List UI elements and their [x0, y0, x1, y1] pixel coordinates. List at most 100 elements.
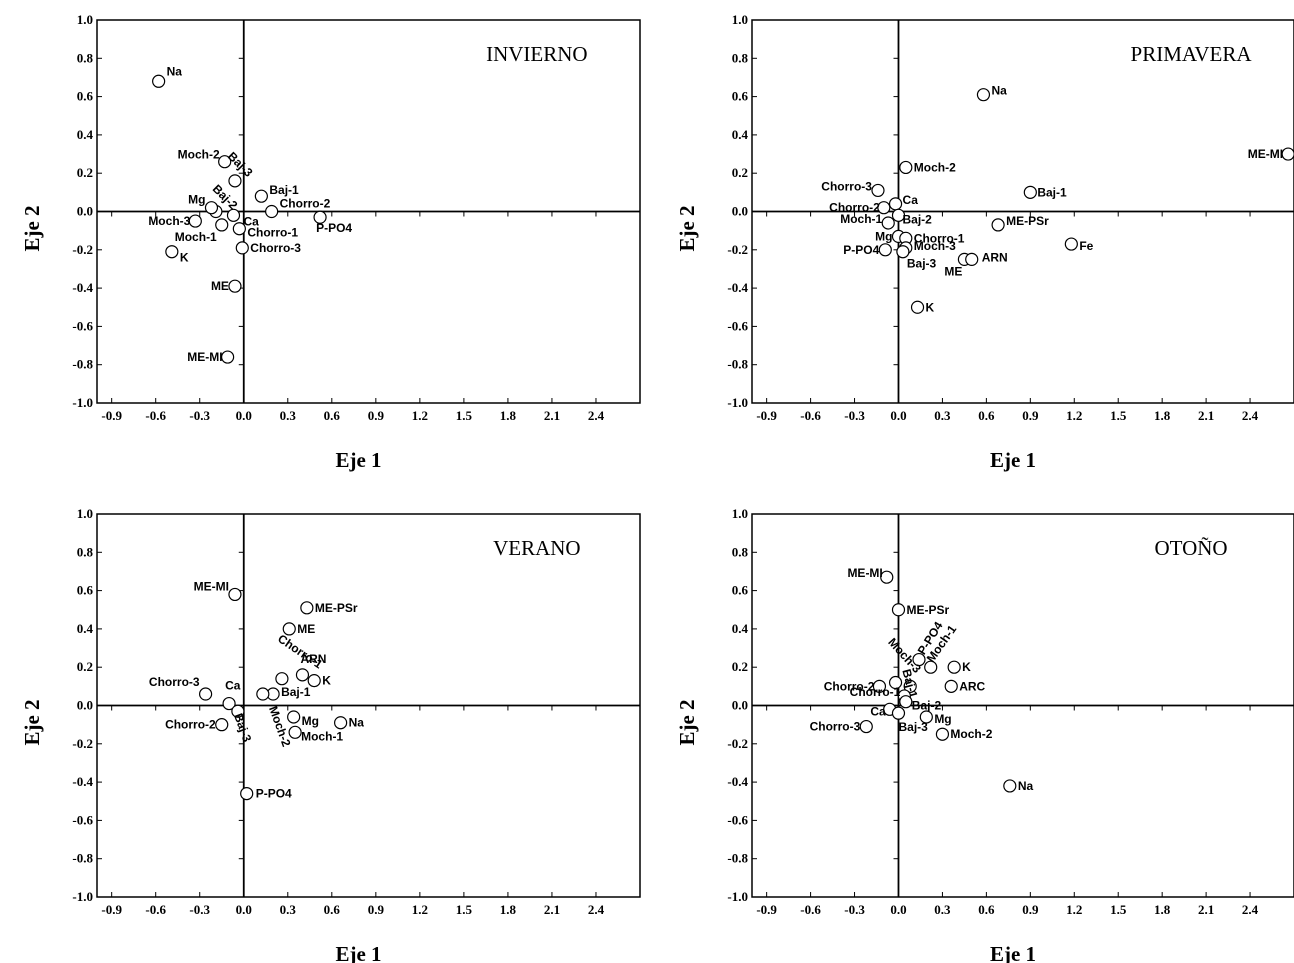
x-tick-label: 0.6 [324, 902, 341, 917]
data-point [871, 183, 885, 198]
y-tick-label: -1.0 [72, 889, 93, 904]
y-tick-label: -0.8 [727, 357, 748, 372]
data-point [924, 660, 938, 674]
x-tick-label: 0.6 [978, 902, 995, 917]
x-tick-label: -0.6 [145, 902, 166, 917]
point-label: K [180, 251, 189, 265]
data-point [295, 668, 310, 682]
x-tick-label: 1.5 [1110, 408, 1127, 423]
point-label: Chorro-3 [810, 720, 861, 734]
data-point [240, 786, 254, 801]
season-title: INVIERNO [486, 42, 587, 66]
point-label: ME-PSr [906, 603, 949, 617]
y-tick-label: -0.6 [727, 318, 748, 333]
data-point [965, 252, 979, 266]
y-tick-label: 0.4 [732, 127, 749, 142]
y-tick-label: 0.6 [77, 89, 94, 104]
data-point [899, 695, 913, 709]
x-tick-label: -0.3 [844, 408, 865, 423]
x-tick-label: 0.0 [236, 408, 252, 423]
x-tick-label: 1.8 [1154, 408, 1171, 423]
point-label: Chorro-1 [914, 231, 965, 245]
data-point [991, 218, 1005, 232]
data-point [256, 687, 270, 701]
point-label: ARC [959, 679, 985, 693]
x-tick-label: 1.8 [500, 408, 517, 423]
x-tick-label: 2.1 [1198, 408, 1214, 423]
point-label: Moch-1 [175, 230, 217, 244]
point-label: P-PO4 [843, 243, 879, 257]
y-tick-label: -0.8 [727, 851, 748, 866]
y-tick-label: -0.2 [72, 242, 93, 257]
point-label: Na [991, 84, 1007, 98]
point-label: Baj-2 [902, 212, 932, 226]
data-point [888, 675, 903, 690]
point-label: Baj-3 [907, 257, 937, 271]
y-tick-label: -0.4 [72, 774, 93, 789]
y-tick-label: 0.6 [77, 583, 94, 598]
data-point [1023, 185, 1037, 199]
data-point [228, 587, 242, 602]
data-point [199, 687, 213, 701]
point-label: P-PO4 [316, 221, 352, 235]
point-label: Ca [225, 679, 241, 693]
y-axis-title: Eje 2 [20, 205, 44, 251]
x-tick-label: 0.9 [368, 408, 385, 423]
season-title: PRIMAVERA [1131, 42, 1253, 66]
point-label: Chorro-1 [247, 226, 298, 240]
data-point [221, 350, 235, 364]
data-point [1281, 147, 1294, 161]
point-label: Mg [934, 712, 951, 726]
x-axis-title: Eje 1 [335, 942, 381, 963]
y-tick-label: 0.8 [732, 50, 749, 65]
data-point [275, 672, 289, 686]
y-tick-label: -1.0 [72, 395, 93, 410]
x-tick-label: 0.3 [280, 408, 297, 423]
point-label: Chorro-2 [280, 197, 331, 211]
point-label: K [962, 660, 971, 674]
x-tick-label: 0.6 [324, 408, 341, 423]
point-label: Moch-3 [914, 239, 956, 253]
data-point [891, 208, 906, 222]
data-point [888, 197, 903, 211]
point-label: Moch-2 [178, 148, 220, 162]
x-tick-label: 2.1 [544, 408, 560, 423]
data-point [287, 710, 301, 724]
y-tick-label: -0.2 [727, 736, 748, 751]
season-title: VERANO [493, 536, 581, 560]
x-tick-label: 1.5 [456, 902, 473, 917]
data-point [215, 718, 229, 732]
data-point [235, 241, 249, 255]
point-label: ME-MI [187, 350, 222, 364]
x-tick-label: 2.4 [1242, 902, 1259, 917]
data-point [919, 710, 933, 724]
x-tick-label: -0.6 [800, 902, 821, 917]
y-tick-label: 0.8 [732, 544, 749, 559]
x-tick-label: 1.5 [456, 408, 473, 423]
point-label: Moch-2 [266, 704, 294, 749]
data-point [1003, 779, 1017, 793]
x-tick-label: 2.1 [1198, 902, 1214, 917]
x-tick-label: 1.5 [1110, 902, 1127, 917]
data-point [282, 622, 296, 636]
point-label: Fe [1079, 239, 1093, 253]
x-axis-title: Eje 1 [335, 448, 381, 472]
point-label: ME [944, 264, 962, 278]
x-tick-label: 2.4 [588, 408, 605, 423]
y-tick-label: 0.0 [77, 698, 93, 713]
point-label: K [322, 674, 331, 688]
data-point [891, 603, 906, 617]
point-label: Na [1018, 779, 1034, 793]
x-tick-label: 2.1 [544, 902, 560, 917]
panel-invierno: -0.9 -0.6 -0.3 0.0 0.3 0.6 0.9 1.2 1.5 1.8 2.1 2.4 1… [20, 12, 641, 472]
panel-verano: -0.9 -0.6 -0.3 0.0 0.3 0.6 0.9 1.2 1.5 1.8 2.1 2.4 1… [20, 506, 641, 963]
y-tick-label: -0.4 [727, 280, 748, 295]
x-tick-label: 0.3 [934, 408, 951, 423]
x-tick-label: -0.9 [756, 408, 777, 423]
y-axis-title: Eje 2 [675, 699, 699, 745]
y-tick-label: 0.2 [732, 165, 748, 180]
point-label: Ca [903, 193, 919, 207]
y-tick-label: 0.4 [77, 127, 94, 142]
data-point [859, 719, 873, 734]
